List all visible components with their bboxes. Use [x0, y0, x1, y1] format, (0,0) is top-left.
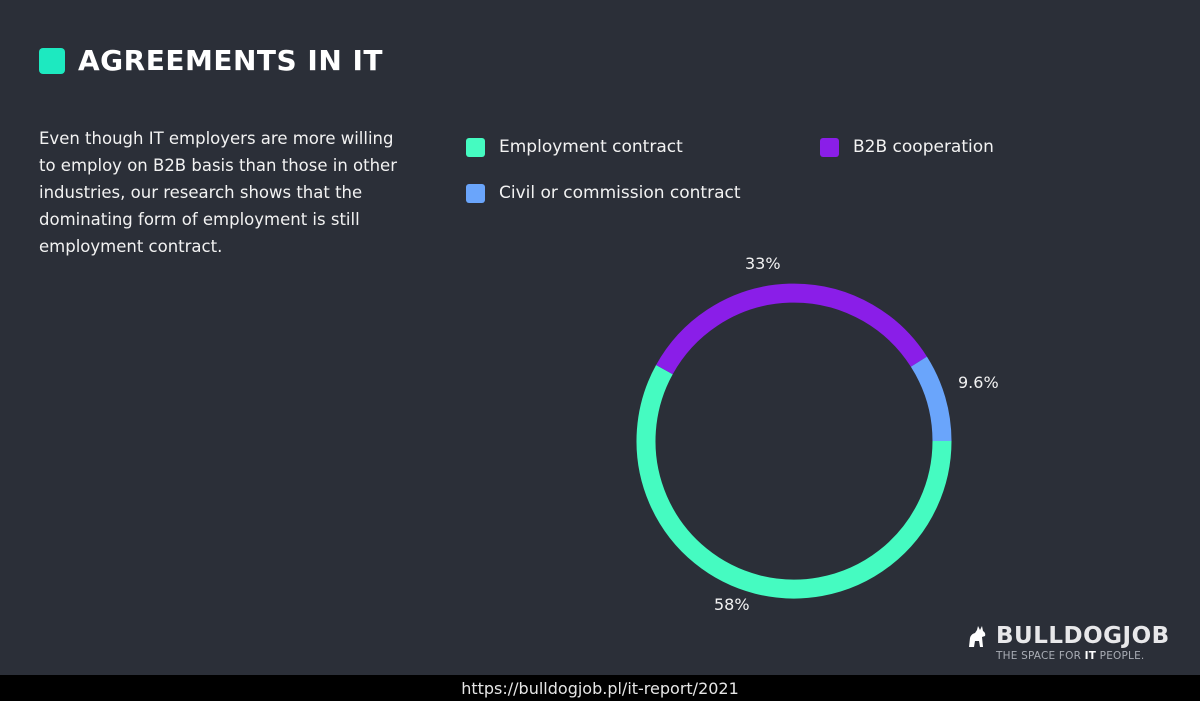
legend-swatch-b2b	[820, 137, 839, 157]
logo-tagline: THE SPACE FOR IT PEOPLE.	[996, 650, 1170, 662]
label-b2b-percent: 33%	[745, 254, 781, 273]
page-title: AGREEMENTS IN IT	[78, 44, 384, 77]
tagline-bold: IT	[1084, 650, 1097, 662]
donut-segment-employment	[636, 365, 952, 599]
legend-swatch-employment	[466, 137, 485, 157]
logo-name: BULLDOGJOB	[996, 623, 1170, 649]
legend-swatch-civil	[466, 183, 485, 203]
header: AGREEMENTS IN IT	[39, 44, 383, 77]
description-text: Even though IT employers are more willin…	[39, 129, 397, 256]
legend-item-civil: Civil or commission contract	[466, 183, 741, 203]
legend-item-employment: Employment contract	[466, 137, 683, 157]
donut-segment-civil	[910, 356, 952, 442]
tagline-part: THE SPACE FOR	[996, 650, 1085, 662]
bulldogjob-logo: BULLDOGJOB THE SPACE FOR IT PEOPLE.	[966, 623, 1170, 662]
legend-label: Civil or commission contract	[499, 183, 741, 203]
title-accent-square	[39, 47, 65, 74]
legend-item-b2b: B2B cooperation	[820, 137, 994, 157]
bulldog-icon	[969, 626, 986, 647]
legend-label: B2B cooperation	[853, 137, 994, 157]
legend-label: Employment contract	[499, 137, 683, 157]
tagline-part: PEOPLE.	[1096, 650, 1145, 662]
donut-segment-b2b	[656, 283, 927, 375]
footer-bar: https://bulldogjob.pl/it-report/2021	[0, 675, 1200, 701]
footer-url: https://bulldogjob.pl/it-report/2021	[461, 678, 739, 698]
label-employment-percent: 58%	[714, 595, 750, 614]
label-civil-percent: 9.6%	[958, 373, 999, 392]
